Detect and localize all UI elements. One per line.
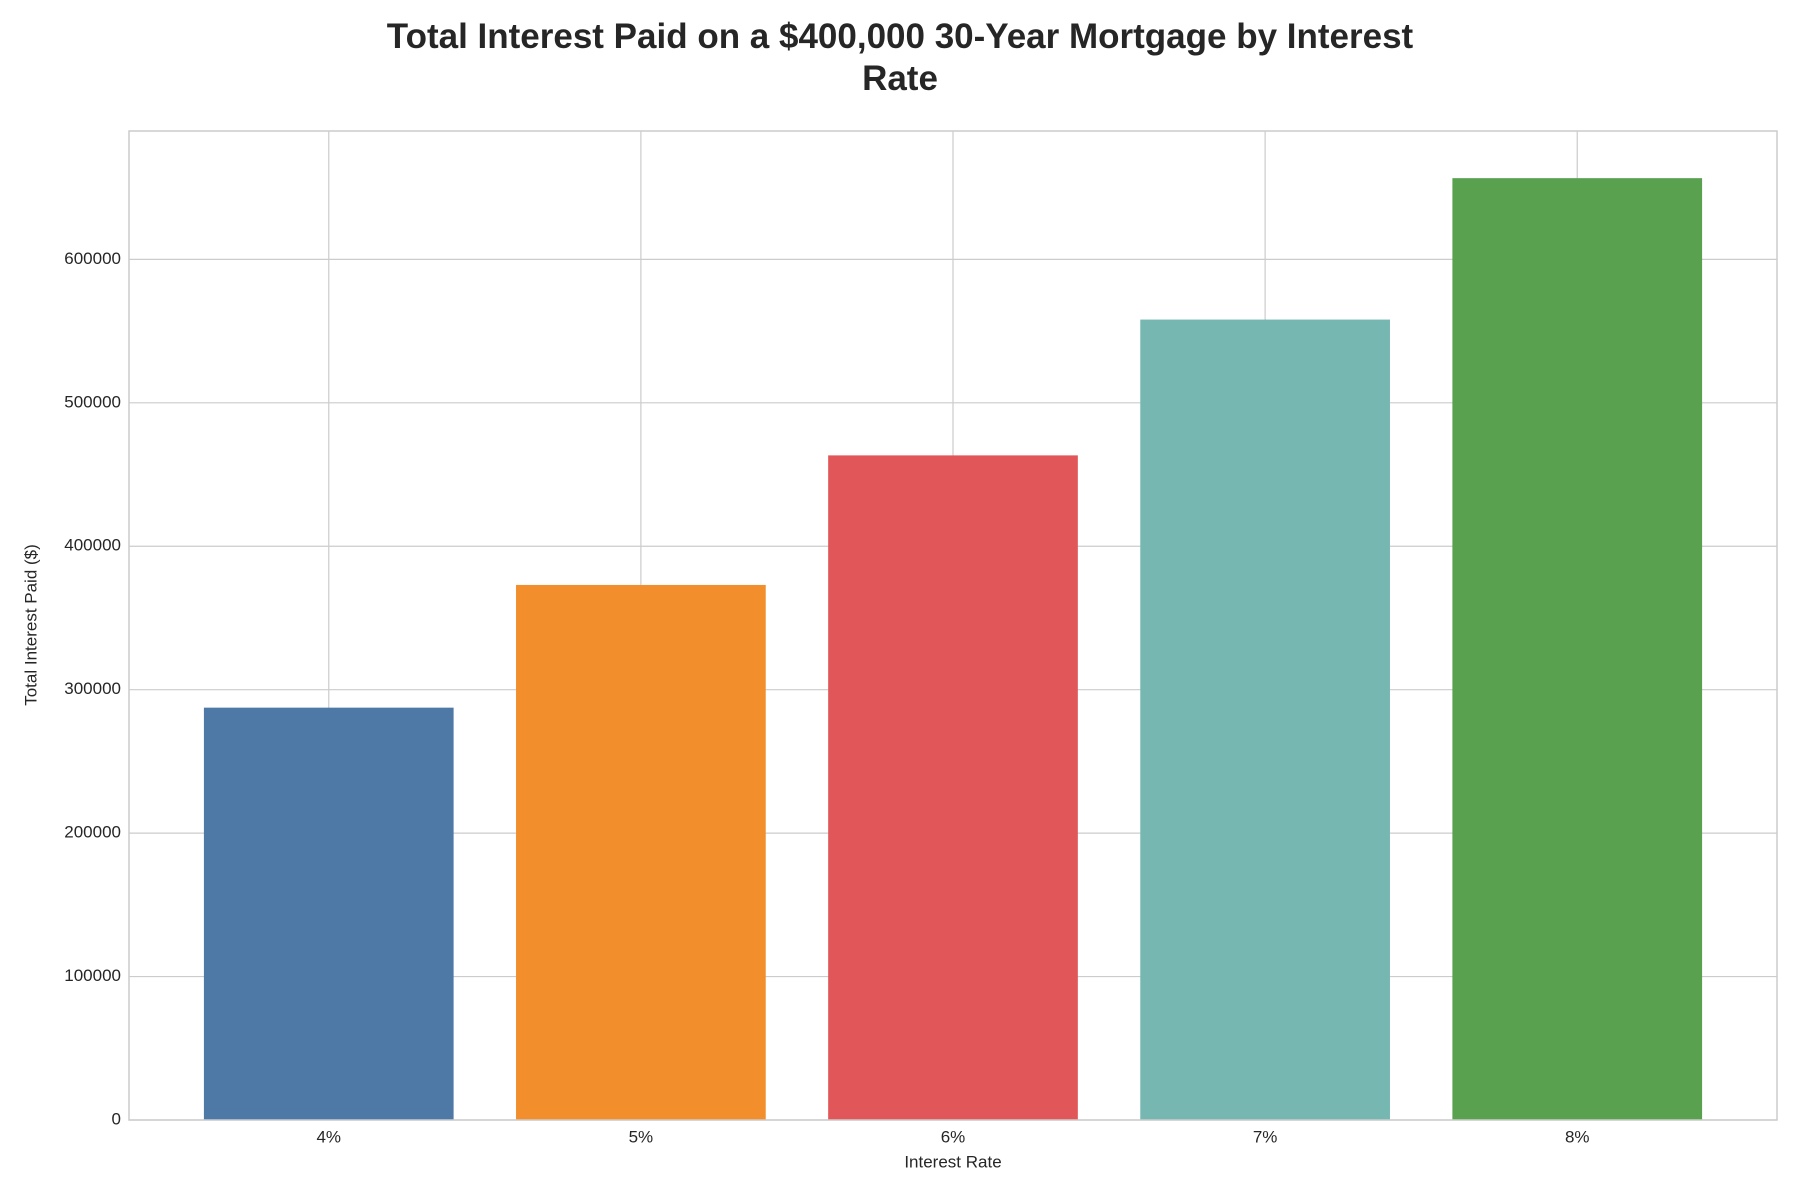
bar <box>203 707 454 1120</box>
x-tick-label: 4% <box>316 1127 341 1146</box>
x-tick-label: 5% <box>629 1127 654 1146</box>
y-tick-label: 500000 <box>64 392 121 411</box>
y-tick-label: 600000 <box>64 249 121 268</box>
x-tick-label: 6% <box>941 1127 966 1146</box>
plot-frame <box>128 130 1778 1121</box>
y-tick-label: 0 <box>112 1109 121 1128</box>
y-axis-label: Total Interest Paid ($) <box>21 544 40 706</box>
y-tick-label: 400000 <box>64 536 121 555</box>
bar <box>828 455 1078 1120</box>
y-tick-label: 300000 <box>64 679 121 698</box>
bar <box>1140 319 1390 1121</box>
chart-title: Total Interest Paid on a $400,000 30-Yea… <box>386 17 1414 98</box>
bar <box>1452 178 1703 1120</box>
bar <box>516 584 766 1120</box>
y-tick-label: 100000 <box>64 966 121 985</box>
x-tick-label: 7% <box>1253 1127 1278 1146</box>
x-tick-label: 8% <box>1565 1127 1590 1146</box>
y-tick-label: 200000 <box>64 823 121 842</box>
x-axis-label: Interest Rate <box>904 1152 1001 1171</box>
